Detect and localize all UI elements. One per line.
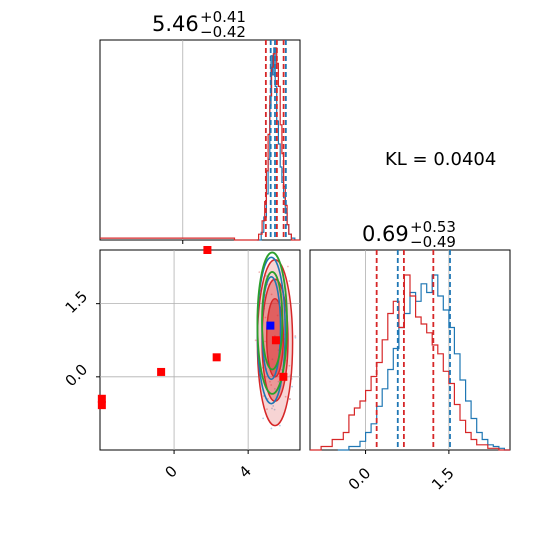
sample-point xyxy=(270,427,273,430)
marker-red-square xyxy=(203,246,212,254)
sample-point xyxy=(264,316,267,319)
sample-point xyxy=(262,417,265,420)
sample-point xyxy=(277,380,280,383)
series-red-histogram xyxy=(310,274,510,451)
title-top-left-minus: −0.42 xyxy=(200,23,246,41)
panel-top-left-histogram: 5.46 +0.41 −0.42 xyxy=(99,8,301,244)
sample-point xyxy=(278,424,281,427)
kl-divergence-label: KL = 0.0404 xyxy=(385,149,496,170)
sample-point xyxy=(294,335,297,337)
contour-green xyxy=(256,251,288,395)
sample-point xyxy=(269,380,271,383)
sample-point xyxy=(287,265,289,268)
x-tick-label: 0 xyxy=(161,462,180,481)
marker-red-square xyxy=(279,372,288,381)
panel-top-left-title: 5.46 +0.41 −0.42 xyxy=(152,8,246,41)
marker-red-square xyxy=(97,394,106,403)
sample-point xyxy=(266,408,268,411)
sample-point xyxy=(272,405,275,407)
title-bottom-right-minus: −0.49 xyxy=(410,233,456,251)
sample-point xyxy=(284,395,287,398)
sample-point xyxy=(271,407,273,410)
marker-red-square xyxy=(271,336,280,345)
y-tick-label: 1.5 xyxy=(62,287,92,317)
panel-bottom-left-scatter: 0 4 0.0 1.5 xyxy=(62,246,301,482)
sample-point xyxy=(273,387,276,390)
sample-point xyxy=(288,397,291,400)
x-tick-label: 4 xyxy=(235,462,254,481)
contour-green xyxy=(261,271,284,371)
sample-point xyxy=(291,385,293,388)
sample-point xyxy=(288,364,291,367)
sample-point xyxy=(273,408,276,411)
x-tick-label: 0.0 xyxy=(345,464,375,494)
title-top-left-median: 5.46 xyxy=(152,12,199,36)
sample-point xyxy=(270,293,273,296)
title-bottom-right-plus: +0.53 xyxy=(410,218,456,236)
sample-point xyxy=(265,275,267,277)
sample-point xyxy=(270,384,273,386)
sample-point xyxy=(264,340,266,343)
sample-point xyxy=(289,398,291,401)
series-blue-histogram xyxy=(337,274,510,451)
sample-point xyxy=(258,271,261,274)
sample-point xyxy=(254,339,257,342)
panel-bottom-right-histogram: 0.0 1.5 0.69 +0.53 −0.49 xyxy=(309,218,511,494)
y-tick-label: 0.0 xyxy=(62,360,92,390)
sample-point xyxy=(294,336,297,339)
title-top-left-plus: +0.41 xyxy=(200,8,246,26)
panel-bottom-right-title: 0.69 +0.53 −0.49 xyxy=(362,218,456,251)
title-bottom-right-median: 0.69 xyxy=(362,222,409,246)
marker-red-square xyxy=(157,367,166,376)
marker-red-square xyxy=(97,401,106,410)
marker-red-square xyxy=(212,353,221,362)
marker-blue-square xyxy=(266,321,275,330)
sample-point xyxy=(288,280,291,282)
sample-point xyxy=(267,397,269,400)
x-tick-label: 1.5 xyxy=(428,464,458,494)
